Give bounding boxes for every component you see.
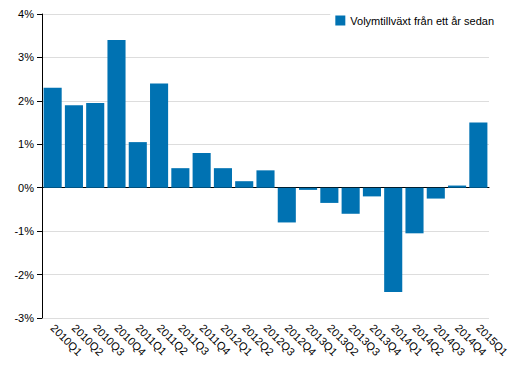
svg-text:2013Q3: 2013Q3 [346,321,383,358]
svg-text:2012Q3: 2012Q3 [261,321,298,358]
svg-text:2012Q2: 2012Q2 [240,321,277,358]
svg-text:2012Q4: 2012Q4 [282,321,319,358]
svg-text:3%: 3% [18,51,34,63]
svg-text:2013Q1: 2013Q1 [303,321,340,358]
svg-text:2011Q3: 2011Q3 [176,321,212,358]
svg-text:2013Q4: 2013Q4 [367,321,404,358]
svg-text:2014Q1: 2014Q1 [389,321,426,358]
svg-text:2014Q4: 2014Q4 [452,321,489,358]
svg-text:Volymtillväxt från ett år seda: Volymtillväxt från ett år sedan [350,15,494,27]
svg-text:2011Q4: 2011Q4 [197,321,233,358]
svg-text:2015Q1: 2015Q1 [474,322,510,358]
svg-text:2014Q2: 2014Q2 [410,321,447,358]
svg-text:-2%: -2% [14,269,34,281]
svg-text:2011Q1: 2011Q1 [133,321,170,358]
svg-text:0%: 0% [18,182,34,194]
svg-text:-1%: -1% [14,225,34,237]
svg-text:-3%: -3% [14,312,34,324]
svg-text:2%: 2% [18,95,34,107]
svg-text:2011Q2: 2011Q2 [154,321,191,358]
svg-text:2010Q2: 2010Q2 [69,321,106,358]
svg-text:2010Q1: 2010Q1 [48,321,85,358]
svg-text:2014Q3: 2014Q3 [431,321,468,358]
svg-text:2010Q3: 2010Q3 [91,321,128,358]
svg-text:1%: 1% [18,138,34,150]
svg-text:4%: 4% [18,8,34,20]
svg-text:2013Q2: 2013Q2 [325,321,362,358]
svg-text:2012Q1: 2012Q1 [218,321,255,358]
svg-text:2010Q4: 2010Q4 [112,321,149,358]
